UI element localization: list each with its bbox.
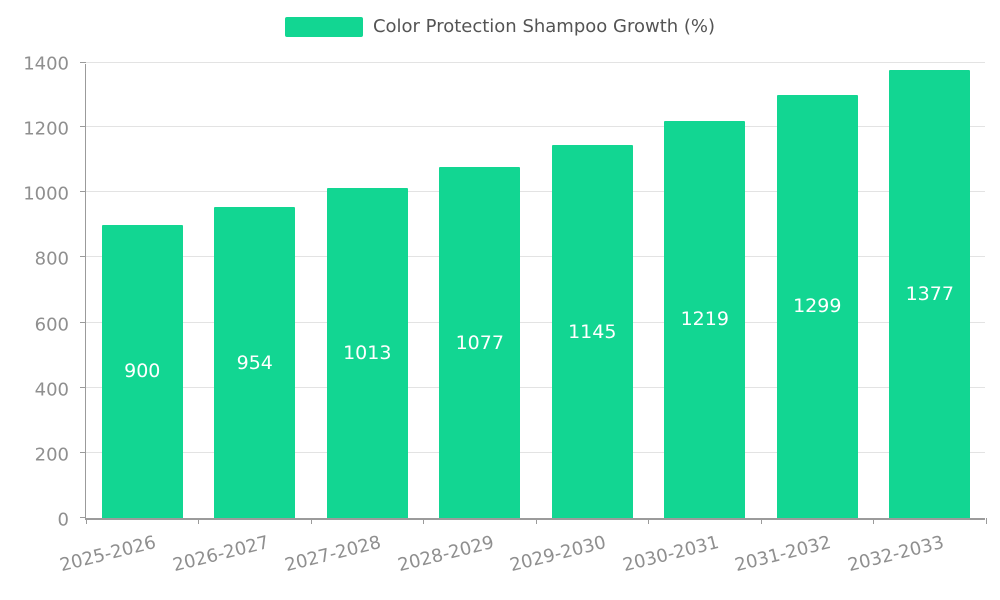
bar-value-label: 1377	[905, 282, 954, 305]
bar[interactable]: 1377	[889, 69, 971, 518]
bar-value-label: 1145	[568, 320, 617, 343]
gridline	[86, 126, 985, 128]
y-tick-label: 400	[34, 379, 69, 401]
bar-value-label: 1219	[680, 308, 729, 331]
legend[interactable]: Color Protection Shampoo Growth (%)	[0, 16, 1000, 38]
gridline	[86, 62, 985, 63]
bar[interactable]: 1077	[439, 167, 521, 518]
gridline	[86, 451, 985, 453]
y-tick-mark	[80, 321, 86, 323]
y-tick-label: 1200	[23, 118, 69, 140]
x-tick-mark	[648, 518, 649, 524]
x-tick-mark	[985, 518, 987, 524]
x-tick-mark	[85, 518, 87, 524]
bar[interactable]: 1013	[326, 188, 408, 518]
x-tick-mark	[198, 518, 199, 524]
legend-swatch-icon[interactable]	[284, 17, 363, 37]
gridline	[86, 191, 985, 193]
y-tick-label: 0	[57, 509, 69, 531]
x-tick-mark	[423, 518, 424, 524]
bar[interactable]: 1299	[776, 94, 858, 518]
x-tick-mark	[873, 518, 874, 524]
bar-value-label: 1077	[455, 331, 504, 354]
y-tick-label: 1000	[23, 183, 69, 205]
bar[interactable]: 954	[214, 207, 296, 518]
gridline	[86, 321, 985, 323]
y-tick-label: 1400	[23, 53, 69, 75]
x-tick-mark	[760, 518, 762, 524]
bar[interactable]: 1145	[551, 145, 633, 518]
bar-value-label: 1299	[793, 295, 842, 318]
y-tick-mark	[80, 62, 86, 63]
x-tick-mark	[310, 518, 312, 524]
y-tick-mark	[80, 451, 86, 453]
y-tick-mark	[80, 191, 86, 193]
y-tick-label: 600	[34, 314, 69, 336]
y-tick-mark	[80, 386, 86, 388]
y-axis: 0 200 400 600 800 1000 1200 1400	[0, 54, 85, 531]
bar-value-label: 954	[236, 351, 273, 374]
bar[interactable]: 1219	[664, 120, 746, 518]
y-tick-label: 200	[34, 444, 69, 466]
bar[interactable]: 900	[101, 224, 183, 518]
x-tick-mark	[535, 518, 537, 524]
y-tick-mark	[80, 126, 86, 128]
x-axis: 2025-2026 2026-2027 2027-2028 2028-2029 2029…	[58, 524, 985, 600]
y-tick-mark	[80, 517, 86, 518]
bar-value-label: 1013	[343, 342, 392, 365]
legend-label: Color Protection Shampoo Growth (%)	[372, 16, 716, 37]
plot-area: 900 954 1013 1077 1145 1219 1299 1377	[80, 62, 987, 524]
y-tick-mark	[80, 256, 86, 258]
gridline	[86, 386, 985, 388]
y-tick-label: 800	[34, 248, 69, 270]
gridline	[86, 256, 985, 258]
bar-value-label: 900	[124, 360, 161, 383]
